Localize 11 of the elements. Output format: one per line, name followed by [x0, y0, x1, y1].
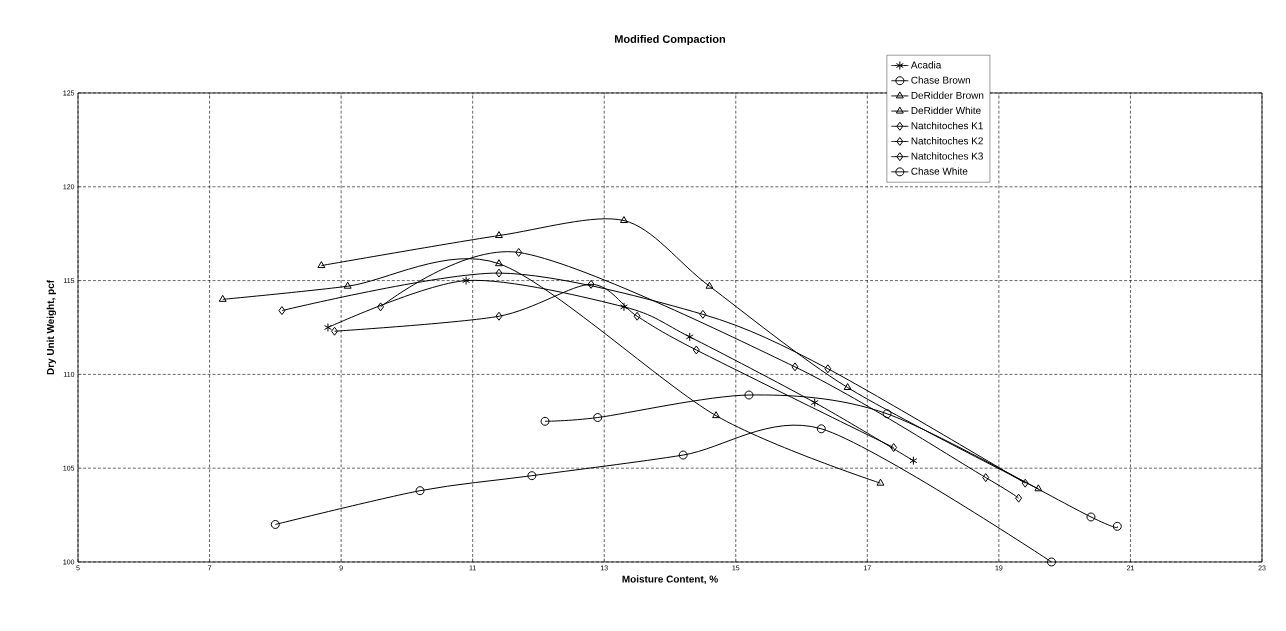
- legend-label: DeRidder White: [911, 106, 981, 115]
- legend-label: Acadia: [910, 61, 942, 69]
- legend-label: Chase White: [911, 167, 968, 175]
- legend-label: Natchitoches K2: [911, 137, 983, 145]
- legend-label: DeRidder Brown: [911, 91, 984, 99]
- legend-label: Natchitoches K1: [911, 121, 983, 130]
- legend-label: Natchitoches K3: [911, 152, 983, 160]
- y-axis-title: Dry Unit Weight, pcf: [46, 279, 57, 375]
- legend-label: Chase Brown: [911, 76, 970, 84]
- chart-title: Modified Compaction: [615, 34, 726, 46]
- x-axis-title: Moisture Content, %: [622, 575, 718, 585]
